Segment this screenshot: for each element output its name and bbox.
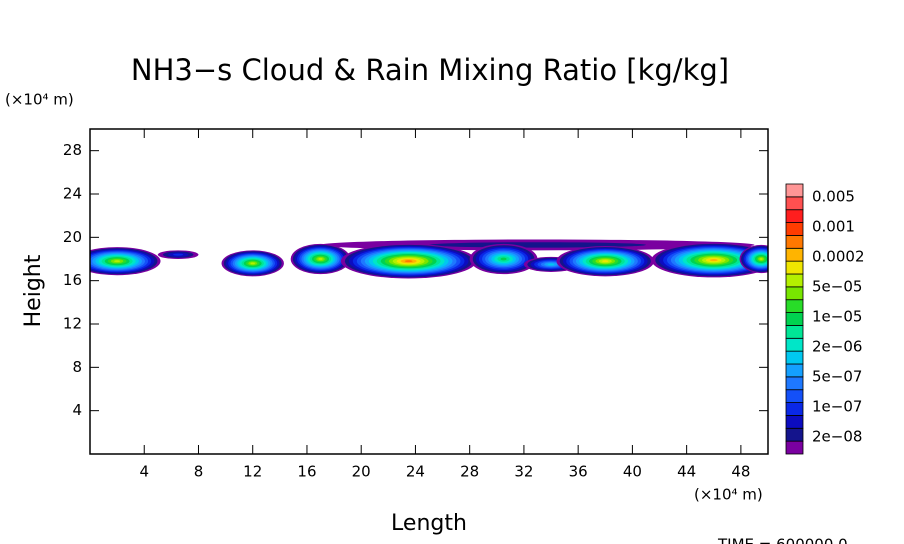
- contour-level: [173, 253, 184, 256]
- x-tick-label: 48: [731, 463, 750, 481]
- contour-level: [250, 262, 255, 265]
- cloud-blob: [290, 243, 351, 275]
- contour-level: [428, 242, 646, 248]
- colorbar-swatch: [785, 235, 804, 249]
- x-unit: (×10⁴ m): [694, 486, 763, 504]
- contour-level: [602, 260, 609, 263]
- cloud-blob: [340, 243, 477, 279]
- x-tick-label: 24: [406, 463, 425, 481]
- y-tick-label: 4: [72, 401, 82, 419]
- colorbar-swatch: [785, 402, 804, 416]
- cloud-blob: [651, 242, 768, 278]
- contour-level: [114, 260, 121, 263]
- x-tick-label: 36: [569, 463, 588, 481]
- y-tick-label: 16: [63, 271, 82, 289]
- plot-frame: [89, 128, 769, 455]
- y-unit: (×10⁴ m): [5, 91, 74, 109]
- colorbar-swatch: [785, 299, 804, 313]
- colorbar-label: 1e−07: [812, 398, 862, 416]
- x-axis-label: Length: [391, 511, 467, 536]
- contour-field: [90, 239, 768, 279]
- colorbar-swatch: [785, 183, 804, 198]
- x-tick-label: 28: [460, 463, 479, 481]
- colorbar-swatch: [785, 350, 804, 365]
- colorbar-swatch: [785, 389, 804, 403]
- colorbar-swatch: [785, 273, 804, 288]
- contour-level: [759, 257, 763, 261]
- colorbar-swatch: [785, 337, 804, 352]
- y-tick-label: 20: [63, 228, 82, 246]
- cloud-blob: [469, 243, 538, 275]
- colorbar-label: 1e−05: [812, 308, 862, 326]
- x-tick-label: 32: [514, 463, 533, 481]
- colorbar-swatch: [785, 427, 804, 442]
- colorbar-swatch: [785, 376, 804, 391]
- colorbar-label: 0.005: [812, 188, 855, 206]
- x-tick-label: 4: [139, 463, 149, 481]
- colorbar-swatch: [785, 209, 804, 223]
- colorbar-swatch: [785, 363, 804, 378]
- colorbar-swatch: [785, 415, 804, 429]
- colorbar-swatch: [785, 286, 804, 301]
- colorbar-label: 2e−08: [812, 428, 862, 446]
- contour-level: [500, 257, 507, 261]
- colorbar-swatch: [785, 260, 804, 275]
- colorbar-label: 5e−05: [812, 278, 862, 296]
- contour-level: [404, 260, 413, 263]
- footer-time: TIME = 600000.0: [717, 536, 848, 544]
- cloud-blob: [157, 250, 199, 259]
- y-tick-label: 28: [63, 141, 82, 159]
- x-tick-label: 8: [194, 463, 204, 481]
- cloud-blob: [90, 247, 161, 276]
- colorbar-label: 0.001: [812, 218, 855, 236]
- y-tick-label: 12: [63, 315, 82, 333]
- x-tick-label: 16: [297, 463, 316, 481]
- x-tick-label: 20: [352, 463, 371, 481]
- colorbar-label: 5e−07: [812, 368, 862, 386]
- contour-level: [709, 259, 718, 262]
- colorbar-swatch: [785, 196, 804, 211]
- colorbar-swatch: [785, 312, 804, 326]
- y-axis-label: Height: [21, 254, 46, 327]
- y-tick-label: 8: [72, 358, 82, 376]
- colorbar-label: 2e−06: [812, 338, 862, 356]
- x-tick-label: 12: [243, 463, 262, 481]
- x-tick-label: 44: [677, 463, 696, 481]
- colorbar-swatch: [785, 325, 804, 339]
- x-tick-label: 40: [623, 463, 642, 481]
- contour-level: [318, 257, 323, 261]
- colorbar-swatch: [785, 247, 804, 262]
- y-tick-label: 24: [63, 185, 82, 203]
- colorbar-swatch: [785, 222, 804, 236]
- chart-title: NH3−s Cloud & Rain Mixing Ratio [kg/kg]: [131, 53, 729, 87]
- colorbar-label: 0.0002: [812, 248, 865, 266]
- contour-level: [547, 263, 555, 266]
- cloud-blob: [556, 245, 655, 277]
- cloud-blob: [739, 244, 768, 274]
- colorbar-swatch: [785, 440, 804, 455]
- cloud-blob: [221, 250, 284, 277]
